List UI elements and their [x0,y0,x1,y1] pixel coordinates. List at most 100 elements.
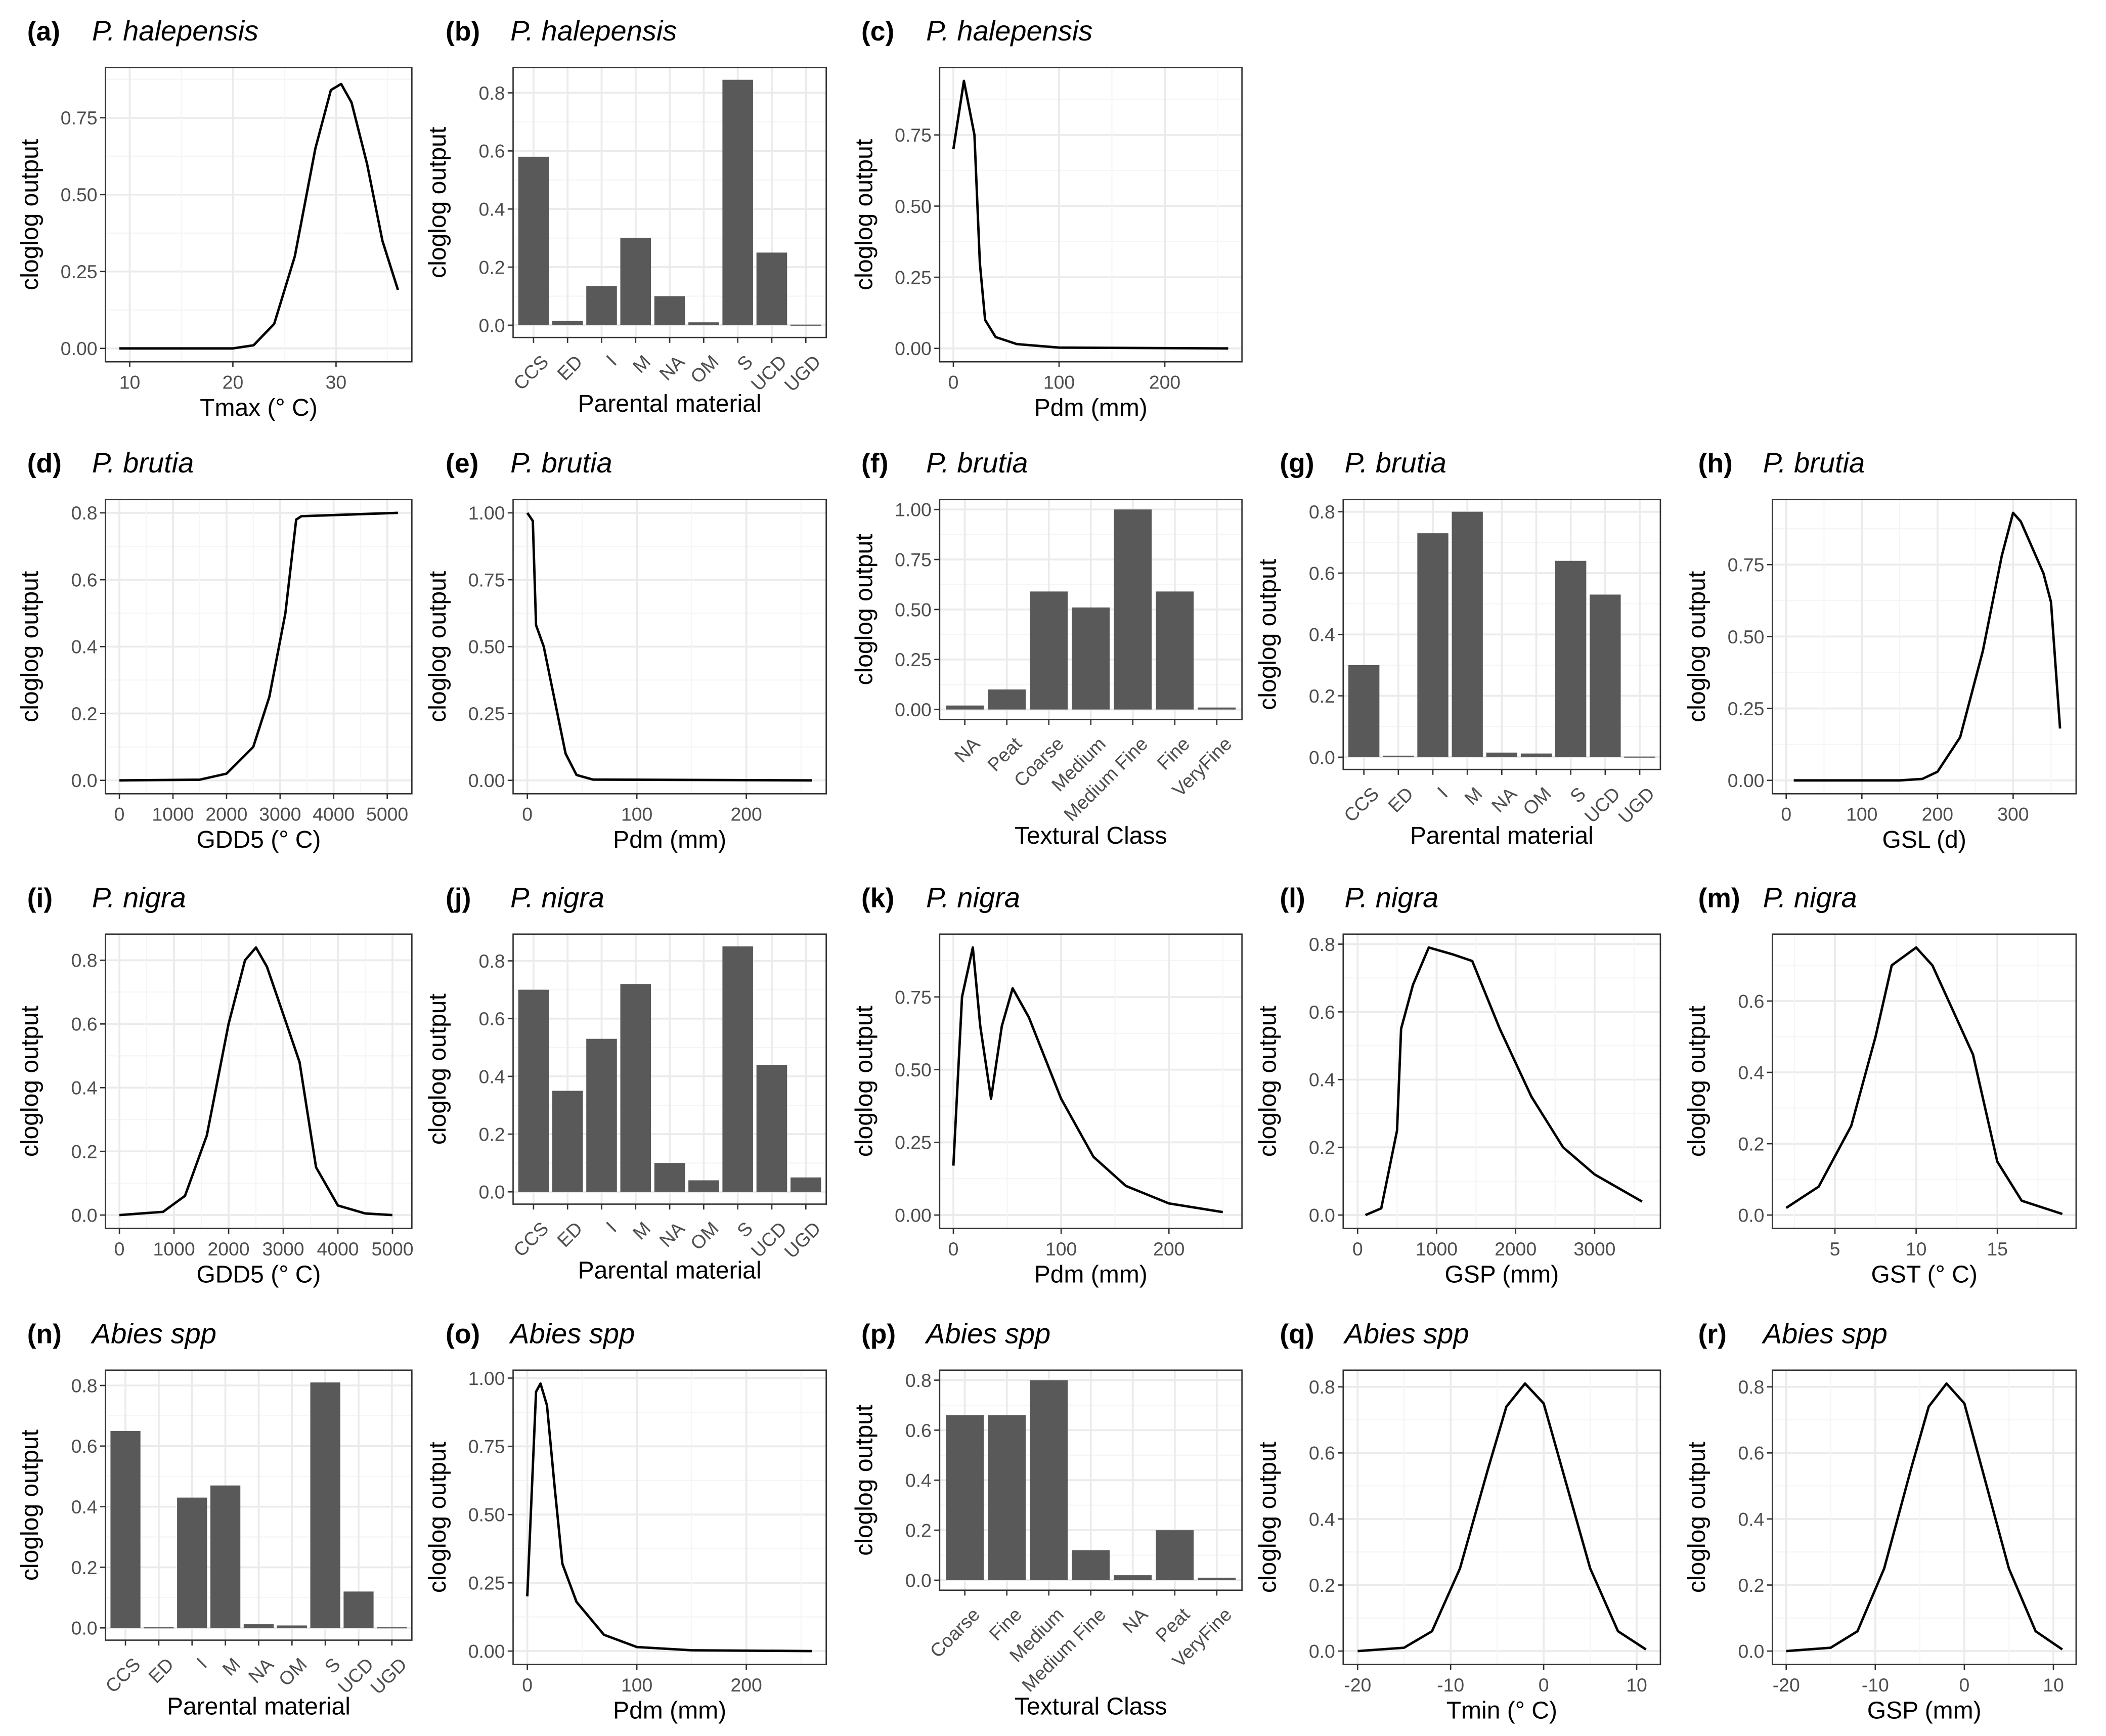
bar-om [1520,753,1552,757]
bar-peat [988,689,1026,710]
y-tick-label: 0.6 [1738,1443,1764,1464]
panel-species-title: Abies spp [509,1317,635,1349]
y-tick-label: 0.6 [1738,990,1764,1012]
x-tick-label: S [320,1654,344,1677]
bar-m [620,984,651,1192]
bar-ccs [110,1430,141,1628]
x-tick-label: 100 [621,804,652,825]
bar-s [722,946,753,1192]
plot-border [512,1369,827,1665]
y-axis-title: cloglog output [17,571,43,722]
response-curve [119,946,393,1217]
bar-fine [988,1415,1026,1581]
panel-species-title: P. halepensis [510,15,677,47]
y-axis-title: cloglog output [17,139,43,290]
y-tick-label: 0.8 [479,950,505,972]
bar-m [1452,511,1483,757]
response-curve [119,511,398,782]
y-tick-label: 0.4 [71,636,98,658]
panel-species-title: P. brutia [926,447,1028,479]
x-tick-label: 2000 [205,804,247,825]
plot-border [939,67,1243,363]
plot-background [105,67,412,362]
plot-background [1772,934,2076,1229]
panel-label: (m) [1698,883,1740,913]
x-axis-title: Pdm (mm) [1034,395,1148,421]
bar-ccs [1348,665,1380,757]
y-tick-label: 0.8 [71,950,98,971]
x-tick-label: 100 [1846,804,1877,825]
x-tick-label: CCS [509,1218,552,1261]
x-tick-label: UGD [366,1654,411,1698]
x-tick-label: 100 [621,1674,652,1696]
panel-c: (c) P. halepensis 0.00 0.25 0.50 0.75 0 100 200P… [851,15,1243,421]
x-axis-title: GDD5 (° C) [196,827,321,853]
y-tick-label: 0.75 [61,107,98,128]
x-tick-label: 10 [2043,1674,2064,1696]
x-tick-label: CCS [1340,783,1383,826]
plot-border [1342,933,1661,1229]
y-axis-title: cloglog output [1684,571,1710,722]
x-tick-label: 100 [1045,1238,1077,1260]
x-tick-label: -10 [1862,1674,1889,1696]
bar-na [243,1624,274,1628]
y-tick-label: 0.4 [71,1496,98,1517]
y-tick-label: 0.50 [895,196,932,217]
panel-l: (l) P. nigra 0.0 0.2 0.4 0.6 0.8 0 1000 2000 3000 G… [1254,881,1661,1288]
x-tick-label: 1000 [152,804,194,825]
bar-ed [1383,755,1414,757]
x-axis-title: GSP (mm) [1444,1261,1559,1288]
x-axis-title: Pdm (mm) [1034,1261,1148,1288]
y-tick-label: 0.2 [71,703,98,724]
y-axis-title: cloglog output [1254,1442,1281,1593]
bar-medium [1072,607,1110,710]
x-tick-label: 0 [114,804,125,825]
y-tick-label: 0.0 [1309,1640,1335,1662]
x-tick-label: 30 [326,372,347,393]
bar-veryfine [1198,707,1236,710]
panel-species-title: P. nigra [1763,881,1857,913]
x-axis-title: Parental material [578,390,762,417]
x-tick-label: 20 [223,372,244,393]
panel-species-title: Abies spp [1762,1317,1888,1349]
response-curve [526,512,812,782]
x-tick-label: 200 [1922,804,1953,825]
x-tick-label: M [218,1654,244,1680]
y-axis-title: cloglog output [17,1006,43,1157]
x-tick-label: 300 [1997,804,2029,825]
x-axis-title: GSP (mm) [1867,1697,1982,1724]
plot-background [1343,934,1660,1229]
response-curve [952,946,1223,1213]
y-tick-label: 0.8 [1309,934,1335,955]
bar-om [688,322,719,325]
bar-i [586,286,617,325]
panel-label: (j) [446,883,471,913]
plot-border [1772,499,2077,795]
x-tick-label: 4000 [317,1238,359,1260]
panel-q: (q) Abies spp 0.0 0.2 0.4 0.6 0.8 -20 -10 0 10 Tmin… [1254,1317,1661,1724]
y-tick-label: 0.6 [1309,1443,1335,1464]
x-tick-label: 3000 [262,1238,304,1260]
y-tick-label: 0.8 [479,82,505,104]
y-axis-title: cloglog output [424,127,451,278]
bar-m [210,1485,241,1628]
response-curve [952,79,1228,350]
bar-ucd [1590,594,1621,757]
panel-species-title: P. halepensis [926,15,1092,47]
bar-ugd [790,324,821,326]
y-axis-title: cloglog output [851,139,878,290]
x-tick-label: CCS [101,1654,144,1697]
y-tick-label: 0.0 [1738,1640,1764,1662]
panel-d: (d) P. brutia 0.0 0.2 0.4 0.6 0.8 0 1000 2000 3000… [17,447,413,853]
x-tick-label: 10 [1906,1238,1927,1260]
y-tick-label: 0.50 [1728,626,1765,647]
x-axis-title: Textural Class [1015,1693,1167,1720]
y-tick-label: 0.2 [1309,1137,1335,1158]
response-curve [1365,946,1643,1217]
panel-label: (p) [861,1319,896,1349]
y-tick-label: 0.6 [71,1436,98,1457]
y-tick-label: 0.0 [71,1618,98,1639]
